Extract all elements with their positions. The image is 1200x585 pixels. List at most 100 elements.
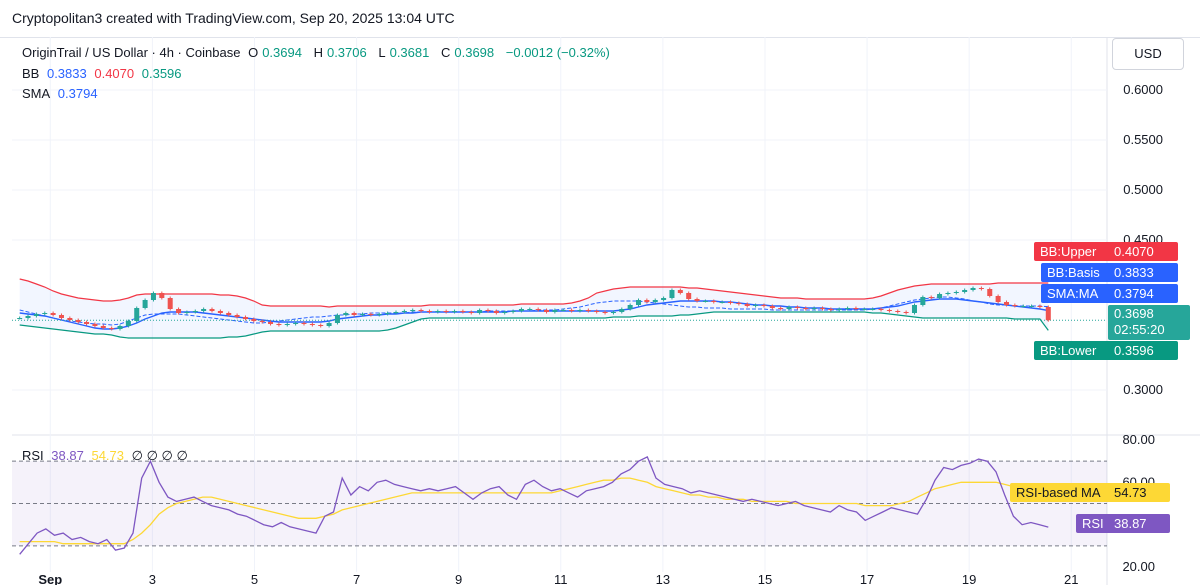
- candle: [67, 316, 73, 322]
- candle-body: [585, 310, 591, 311]
- candle-body: [1020, 306, 1026, 307]
- candle-body: [694, 299, 700, 301]
- candle: [125, 319, 131, 328]
- candle: [753, 303, 759, 308]
- candle: [744, 302, 750, 308]
- x-tick-label: 5: [251, 572, 258, 585]
- candle-body: [301, 323, 307, 324]
- bb-upper-tag-label: BB:Upper: [1034, 242, 1114, 261]
- candle: [970, 286, 976, 292]
- candle-body: [669, 290, 675, 298]
- candle-body: [761, 305, 767, 306]
- bb-legend[interactable]: BB 0.3833 0.4070 0.3596: [22, 66, 186, 81]
- candle: [786, 305, 792, 311]
- sma-legend[interactable]: SMA 0.3794: [22, 86, 102, 101]
- candle-body: [1037, 306, 1043, 307]
- candle-body: [619, 309, 625, 312]
- bb-label: BB: [22, 66, 40, 81]
- candle-body: [1012, 305, 1018, 306]
- sma-tag-label: SMA:MA: [1041, 284, 1114, 303]
- ohlc-high: H 0.3706: [313, 45, 367, 60]
- candle: [878, 307, 884, 312]
- candle: [360, 312, 366, 317]
- bb-lower-tag-value: 0.3596: [1108, 341, 1178, 360]
- candle-body: [886, 310, 892, 311]
- candle-body: [560, 310, 566, 311]
- bb-lower-line: [19, 311, 1049, 339]
- candle-body: [309, 324, 315, 325]
- candle: [694, 297, 700, 303]
- candle-body: [895, 311, 901, 312]
- candle: [468, 310, 474, 315]
- candle: [669, 288, 675, 300]
- candle: [502, 310, 508, 315]
- rsi-ma-tag-value: 54.73: [1108, 483, 1170, 502]
- candle: [702, 299, 708, 303]
- candle-body: [987, 289, 993, 296]
- candle-body: [477, 310, 483, 313]
- candle-body: [911, 305, 917, 313]
- candle-body: [577, 310, 583, 311]
- rsi-tick-label: 80.00: [1122, 432, 1155, 447]
- bb-basis-value: 0.3833: [46, 66, 87, 81]
- rsi-legend[interactable]: RSI 38.87 54.73 ∅ ∅ ∅ ∅: [22, 448, 192, 464]
- candle: [385, 311, 391, 316]
- candle-body: [786, 307, 792, 309]
- candle-body: [870, 309, 876, 310]
- candle: [58, 313, 64, 320]
- candle: [485, 308, 491, 313]
- currency-button[interactable]: USD: [1112, 38, 1184, 70]
- symbol-legend[interactable]: OriginTrail / US Dollar · 4h · Coinbase …: [22, 45, 614, 60]
- candle-body: [711, 301, 717, 302]
- candle-body: [636, 300, 642, 305]
- candle: [410, 308, 416, 313]
- candle: [870, 307, 876, 311]
- candle-body: [544, 310, 550, 312]
- candle-body: [410, 310, 416, 311]
- candle: [861, 307, 867, 311]
- candle-body: [753, 305, 759, 306]
- y-tick-label: 0.5000: [1123, 182, 1163, 197]
- candle: [42, 311, 48, 316]
- x-tick-label: Sep: [38, 572, 62, 585]
- candle: [995, 294, 1001, 304]
- candle: [920, 295, 926, 307]
- candle-body: [251, 319, 257, 321]
- candle: [577, 308, 583, 313]
- candle-body: [962, 290, 968, 292]
- candle-body: [284, 324, 290, 325]
- candle: [351, 311, 357, 317]
- candle-body: [100, 326, 106, 328]
- candle-body: [686, 293, 692, 299]
- y-tick-label: 0.3000: [1123, 382, 1163, 397]
- candle-body: [67, 318, 73, 320]
- candle: [334, 313, 340, 325]
- candle-body: [192, 311, 198, 312]
- candle: [937, 292, 943, 300]
- candle: [209, 307, 215, 313]
- candle-body: [134, 308, 140, 321]
- candle-body: [1029, 306, 1035, 307]
- bar-countdown: 02:55:20: [1114, 322, 1165, 337]
- candle: [560, 308, 566, 312]
- x-tick-label: 9: [455, 572, 462, 585]
- x-tick-label: 15: [758, 572, 772, 585]
- bb-lower-value: 0.3596: [141, 66, 182, 81]
- candle: [376, 312, 382, 317]
- candle: [828, 307, 834, 312]
- rsi-value: 38.87: [51, 448, 84, 463]
- sma-value: 0.3794: [57, 86, 98, 101]
- candle: [134, 306, 140, 323]
- candle-body: [794, 307, 800, 308]
- candle-body: [150, 293, 156, 300]
- current-price-tag: 0.3698 02:55:20: [1108, 305, 1190, 340]
- candle-body: [819, 308, 826, 309]
- candle: [167, 296, 173, 311]
- candle: [510, 309, 516, 314]
- candle: [301, 321, 307, 326]
- candle-body: [811, 308, 817, 309]
- x-tick-label: 7: [353, 572, 360, 585]
- candle-body: [861, 309, 867, 310]
- candle-body: [385, 313, 391, 314]
